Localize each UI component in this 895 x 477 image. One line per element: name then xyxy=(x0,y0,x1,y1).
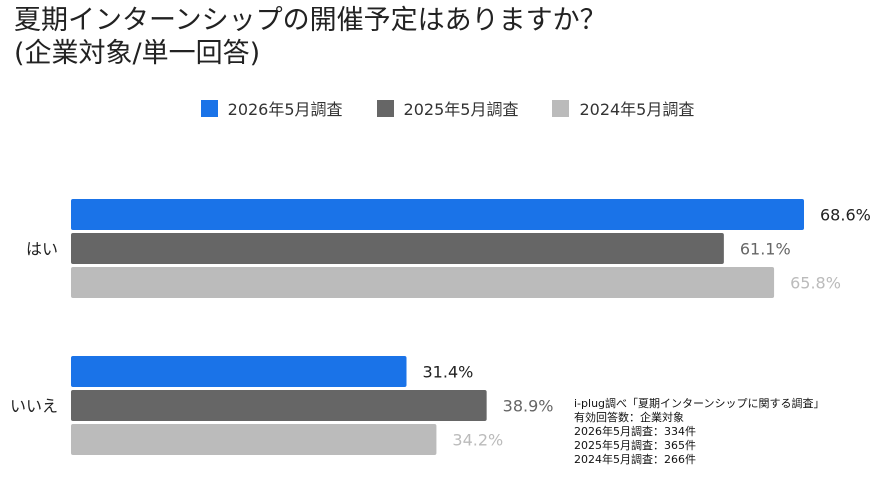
legend: 2026年5月調査 2025年5月調査 2024年5月調査 xyxy=(0,96,895,120)
category-label: はい xyxy=(26,240,58,259)
legend-item-2024: 2024年5月調査 xyxy=(552,96,694,120)
legend-label-2024: 2024年5月調査 xyxy=(579,100,695,119)
title-line-2: (企業対象/単一回答) xyxy=(14,38,261,69)
legend-swatch-2025 xyxy=(376,99,394,117)
value-label: 68.6% xyxy=(820,206,871,225)
legend-label-2026: 2026年5月調査 xyxy=(227,100,343,119)
value-label: 61.1% xyxy=(740,240,791,259)
source-note-line: 有効回答数：企業対象 xyxy=(574,411,684,424)
bar-2026-no xyxy=(71,356,407,387)
legend-swatch-2026 xyxy=(200,99,218,117)
value-label: 31.4% xyxy=(423,363,474,382)
source-note: i-plug調べ「夏期インターンシップに関する調査」 有効回答数：企業対象 20… xyxy=(574,397,824,467)
source-note-line: 2026年5月調査：334件 xyxy=(574,425,696,438)
bar-2026-yes xyxy=(71,199,804,230)
value-label: 34.2% xyxy=(452,431,503,450)
legend-item-2026: 2026年5月調査 xyxy=(200,96,343,120)
bar-2024-yes xyxy=(71,267,775,298)
bar-2024-no xyxy=(71,424,437,455)
legend-label-2025: 2025年5月調査 xyxy=(403,100,519,119)
legend-swatch-2024 xyxy=(552,99,570,117)
source-note-line: i-plug調べ「夏期インターンシップに関する調査」 xyxy=(574,397,825,410)
value-label: 38.9% xyxy=(503,397,554,416)
title-line-1: 夏期インターンシップの開催予定はありますか？ xyxy=(14,5,607,36)
source-note-line: 2024年5月調査：266件 xyxy=(574,453,696,466)
value-label: 65.8% xyxy=(790,274,841,293)
source-note-line: 2025年5月調査：365件 xyxy=(574,439,696,452)
category-label: いいえ xyxy=(10,397,58,416)
bar-2025-yes xyxy=(71,233,724,264)
legend-item-2025: 2025年5月調査 xyxy=(376,96,519,120)
bar-2025-no xyxy=(71,390,487,421)
chart-title: 夏期インターンシップの開催予定はありますか？ (企業対象/単一回答) xyxy=(14,4,607,70)
